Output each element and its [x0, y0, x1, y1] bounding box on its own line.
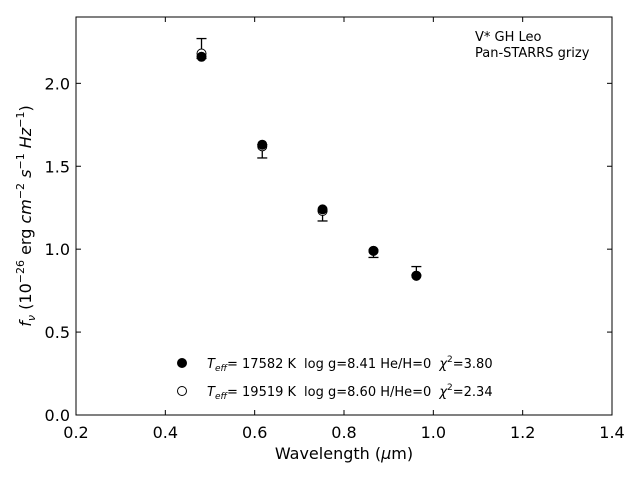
y-tick-label: 0.5	[45, 323, 70, 342]
survey-annotation: Pan-STARRS grizy	[475, 46, 590, 61]
observed-points	[196, 37, 422, 276]
x-tick-label: 1.4	[599, 423, 624, 442]
filled-circle-point	[368, 245, 379, 256]
y-tick-label: 1.5	[45, 157, 70, 176]
x-tick-label: 0.6	[242, 423, 267, 442]
x-axis-label: Wavelength (μm)	[275, 444, 413, 463]
x-tick-label: 1.0	[421, 423, 446, 442]
y-tick-label: 0.0	[45, 406, 70, 425]
y-tick-label: 2.0	[45, 74, 70, 93]
filled-circle-point	[196, 51, 207, 62]
legend-marker-filled	[177, 358, 187, 368]
x-tick-label: 1.2	[510, 423, 535, 442]
x-tick-label: 0.4	[153, 423, 178, 442]
filled-circle-point	[257, 139, 268, 150]
y-axis-label: fν (10−26 erg cm−2 s−1 Hz−1)	[14, 105, 38, 326]
axis-ticks: 0.2 0.4 0.6 0.8 1.0 1.2 1.4 0.0 0.5 1.0 1.5 2.0	[45, 17, 625, 442]
filled-circle-point	[317, 204, 328, 215]
filled-circle-point	[411, 270, 422, 281]
plot-frame	[75, 16, 613, 416]
x-tick-label: 0.8	[331, 423, 356, 442]
model-points	[196, 48, 422, 281]
x-tick-label: 0.2	[63, 423, 88, 442]
y-tick-label: 1.0	[45, 240, 70, 259]
legend-marker-open	[177, 386, 187, 396]
object-name-annotation: V* GH Leo	[475, 30, 542, 45]
